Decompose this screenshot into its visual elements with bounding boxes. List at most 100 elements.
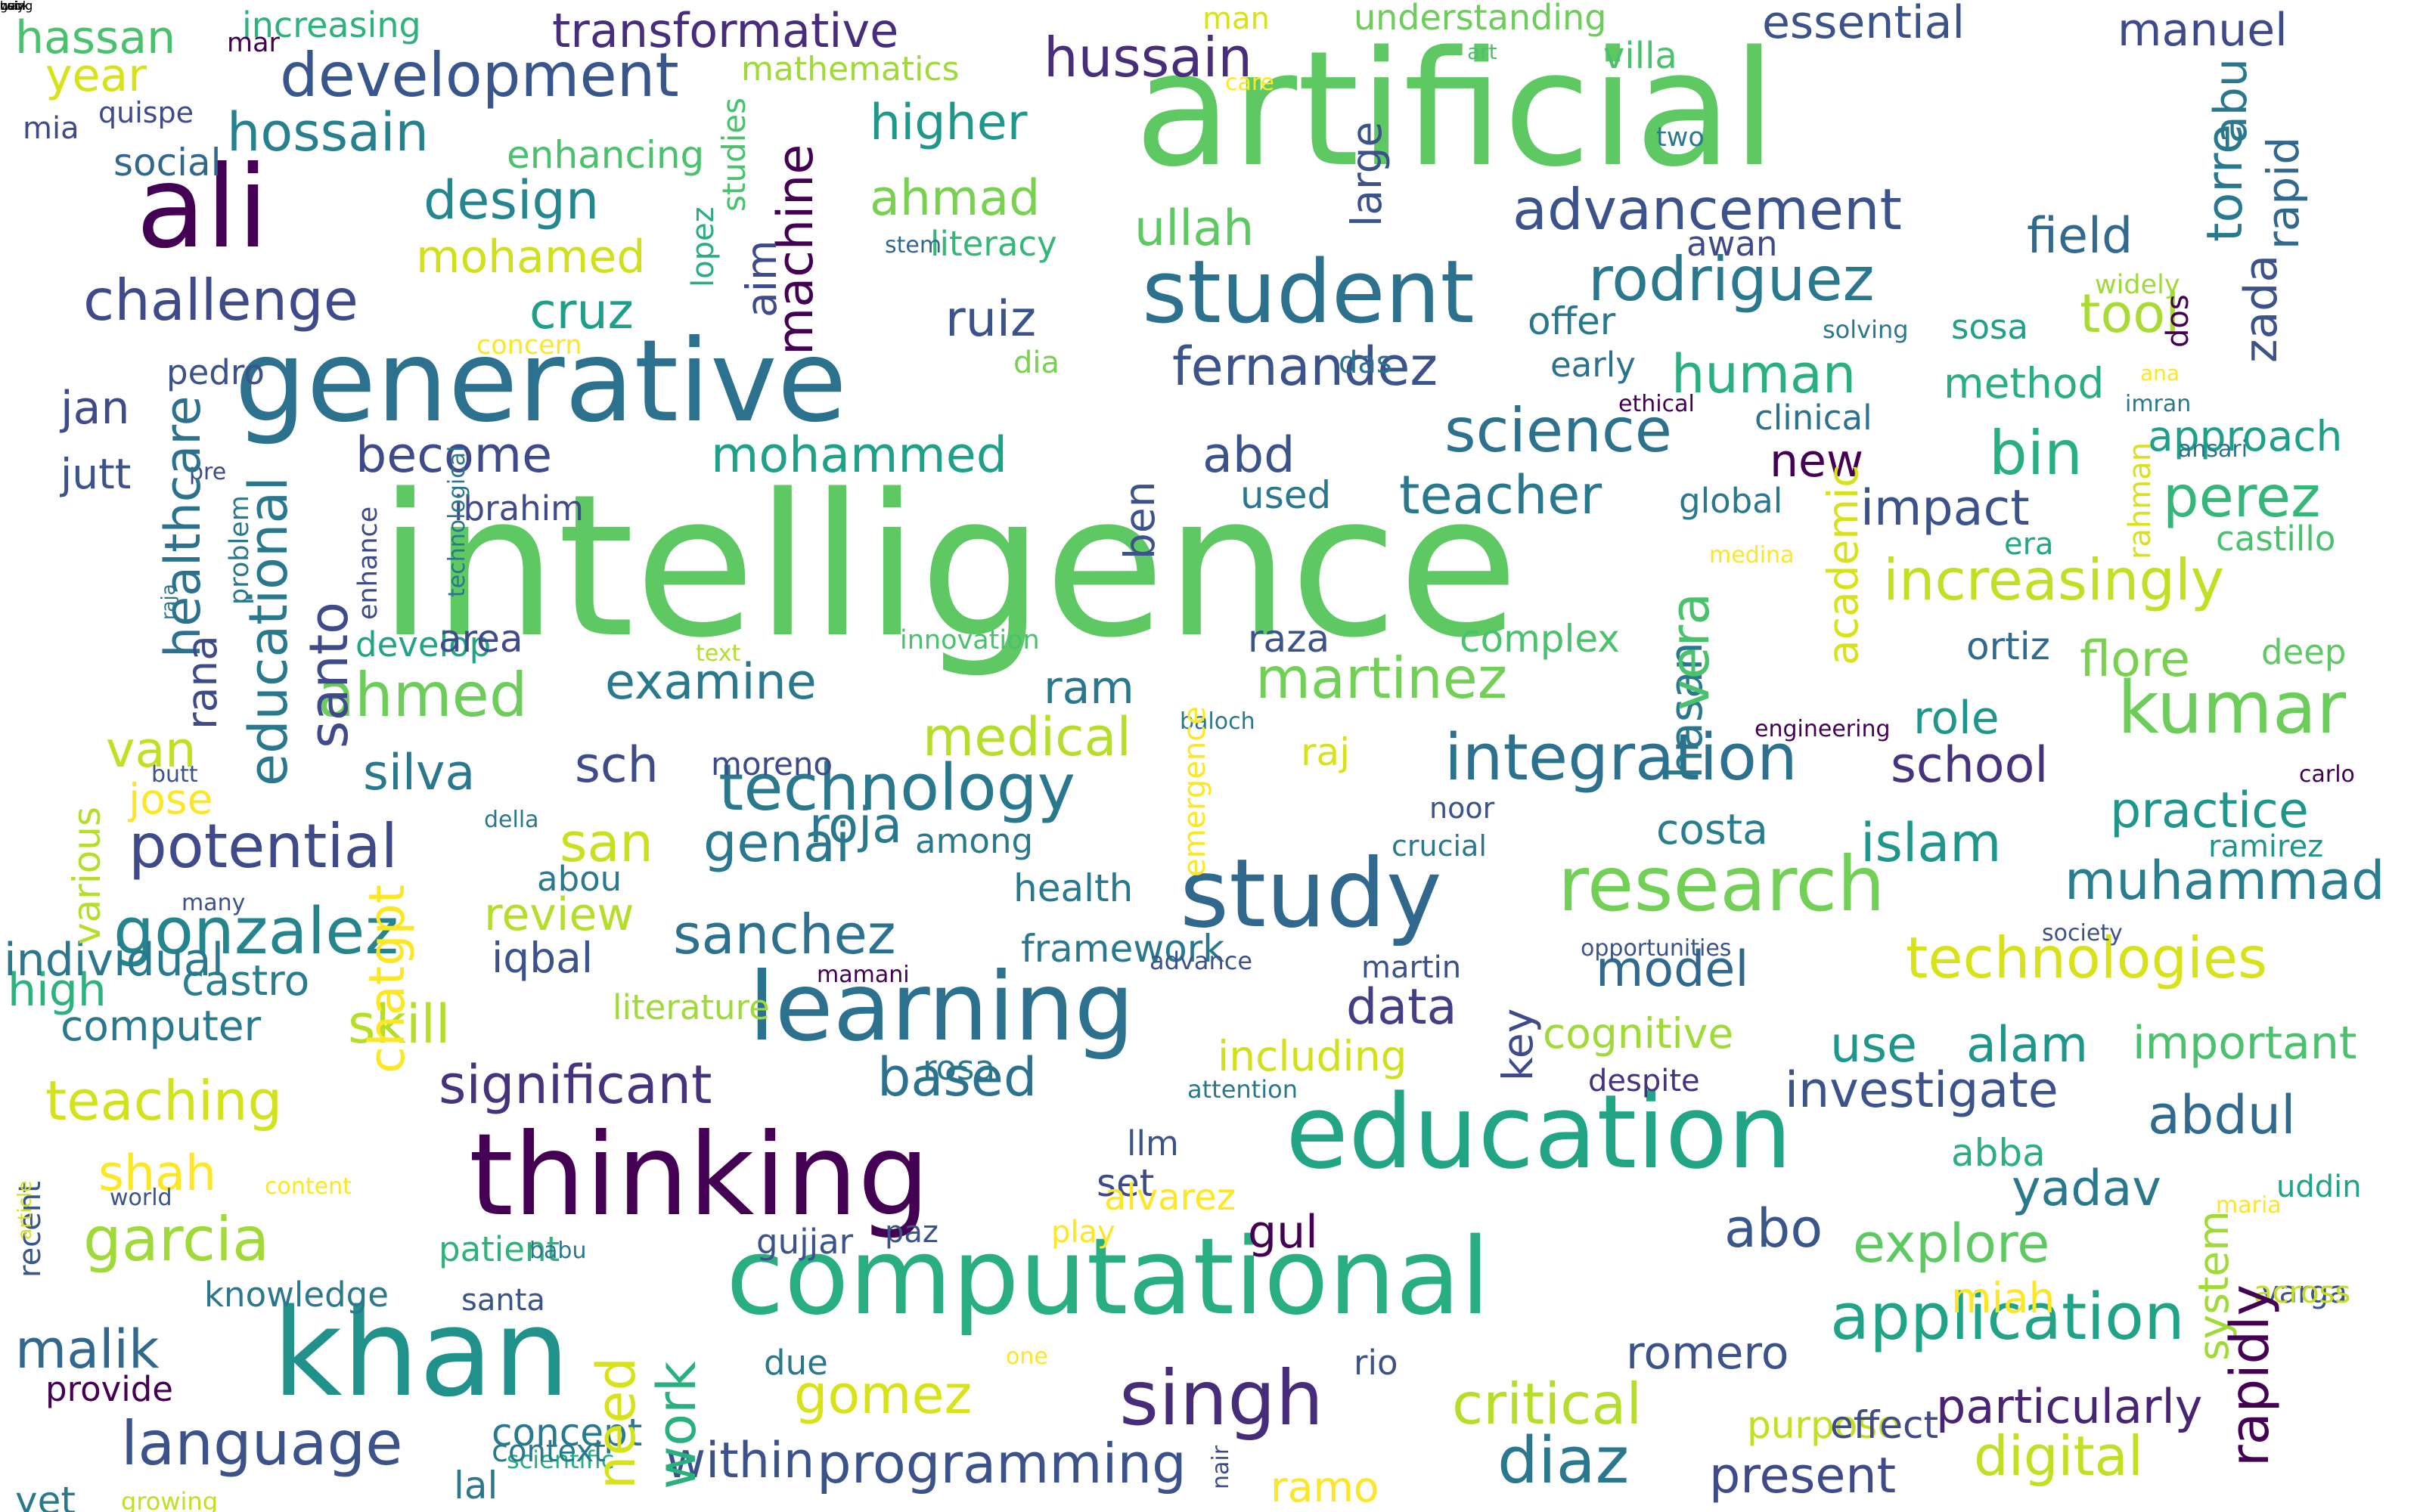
word: costa [1656, 805, 1768, 854]
word: ali [136, 142, 269, 274]
word: content [265, 1173, 352, 1200]
word: abba [1951, 1131, 2046, 1175]
word: ramirez [2208, 829, 2324, 864]
word: impact [1860, 480, 2030, 537]
word: enhance [353, 506, 383, 620]
word: application [1830, 1280, 2185, 1355]
word: abo [1724, 1198, 1823, 1259]
word: examine [605, 654, 817, 711]
word: understanding [1354, 0, 1607, 38]
word: technological [444, 445, 470, 597]
word: flore [2080, 631, 2190, 688]
word: castro [182, 956, 310, 1005]
word: learning [749, 953, 1134, 1062]
word: approach [2148, 412, 2343, 460]
word: ortiz [1966, 624, 2050, 668]
word: effect [1830, 1403, 1939, 1447]
word: yet [15, 1479, 76, 1512]
word: large [1342, 121, 1391, 227]
word: many [182, 890, 246, 916]
word: rodriguez [1588, 244, 1875, 314]
word: uddin [2276, 1170, 2362, 1204]
word: hassan [15, 11, 176, 64]
word: higher [870, 94, 1028, 151]
word: quispe [98, 96, 194, 129]
word: diaz [1497, 1424, 1630, 1498]
word: malik [15, 1318, 160, 1380]
word: widely [2095, 270, 2180, 300]
word: varga [2261, 1275, 2347, 1310]
word: development [280, 40, 679, 110]
word: data [1346, 979, 1457, 1036]
word: ram [1044, 662, 1134, 714]
word: integration [1444, 720, 1798, 795]
word: zada [2235, 254, 2288, 363]
word: set [1097, 1161, 1155, 1205]
word: ahmed [318, 660, 528, 730]
word: advance [1150, 947, 1253, 975]
word: enhancing [507, 133, 705, 177]
word: ullah [1134, 200, 1255, 257]
word: roja [809, 798, 902, 854]
word: society [2042, 920, 2123, 947]
word: jan [60, 382, 130, 435]
word: student [1142, 242, 1475, 343]
word: human [1671, 343, 1857, 405]
word: global [1679, 481, 1783, 521]
word: challenge [83, 267, 358, 333]
word: perez [2163, 463, 2321, 530]
word: martin [1361, 950, 1462, 985]
word: based [877, 1046, 1038, 1108]
word: design [424, 169, 600, 231]
word: high [8, 964, 107, 1017]
word: artificial [1134, 17, 1776, 202]
word: noor [1429, 792, 1495, 825]
word: language [121, 1408, 403, 1479]
word: increasing [242, 5, 421, 45]
word: literacy [930, 224, 1057, 264]
word: opportunities [1581, 935, 1732, 962]
word: become [355, 427, 553, 484]
word: rahman [2123, 442, 2158, 559]
word: purpose [1747, 1403, 1901, 1447]
word: chatgpt [359, 884, 416, 1074]
word: ahmad [870, 170, 1041, 227]
word: engineering [1754, 716, 1891, 742]
word: martinez [1255, 645, 1508, 711]
word: ana [2140, 361, 2180, 386]
word: teacher [1399, 464, 1602, 526]
word: ben [1115, 481, 1164, 559]
word: need [585, 1357, 647, 1489]
word: mia [23, 111, 79, 146]
word: yadav [2012, 1160, 2161, 1217]
word: literature [613, 987, 770, 1027]
word: significant [439, 1054, 712, 1116]
word: gomez [794, 1364, 973, 1426]
word: problem [225, 495, 255, 605]
word: cruz [529, 284, 634, 340]
word: lal [454, 1464, 498, 1507]
word: teaching [45, 1069, 283, 1132]
word: world [110, 1185, 172, 1211]
word: van [106, 722, 197, 779]
word: one [1006, 1343, 1048, 1370]
word: mamani [817, 962, 910, 988]
word: art [1467, 39, 1497, 64]
word: knowledge [204, 1275, 389, 1315]
word: hossain [227, 101, 429, 163]
word: article [14, 1180, 36, 1240]
word: ethical [1618, 391, 1695, 417]
word: miah [1951, 1274, 2055, 1322]
word: two [1656, 122, 1705, 153]
word: mohammed [711, 427, 1007, 484]
word: rana [178, 635, 226, 730]
word: sanchez [673, 903, 896, 966]
word: various [65, 806, 109, 945]
word: context [492, 1434, 606, 1469]
word: clinical [1754, 398, 1872, 438]
word: alvarez [1104, 1176, 1236, 1219]
word: babu [529, 1238, 587, 1264]
word: islam [1860, 812, 2002, 874]
word: play [1051, 1215, 1115, 1250]
